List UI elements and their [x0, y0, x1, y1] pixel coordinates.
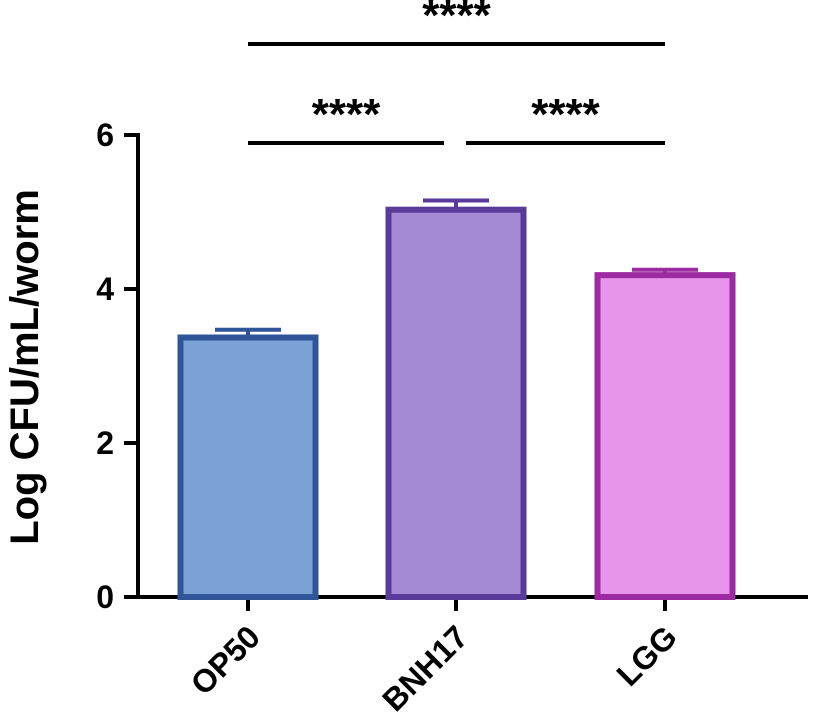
- y-tick-label: 6: [96, 117, 114, 153]
- y-tick-label: 0: [96, 579, 114, 615]
- y-tick-label: 4: [96, 271, 114, 307]
- x-tick-label: LGG: [609, 618, 683, 692]
- x-tick-label: BNH17: [375, 618, 475, 718]
- bar-lgg: [594, 272, 736, 600]
- y-axis-label: Log CFU/mL/worm: [3, 189, 47, 545]
- bars: [177, 206, 736, 600]
- error-bars: [215, 198, 698, 338]
- y-tick-label: 2: [96, 425, 114, 461]
- x-tick-label: OP50: [184, 618, 267, 701]
- significance-annotations: **** **** ****: [248, 0, 665, 145]
- significance-label: ****: [531, 90, 600, 139]
- significance-label: ****: [422, 0, 491, 40]
- significance-label: ****: [312, 90, 381, 139]
- bar-bnh17: [385, 206, 527, 600]
- bar-op50: [177, 334, 319, 600]
